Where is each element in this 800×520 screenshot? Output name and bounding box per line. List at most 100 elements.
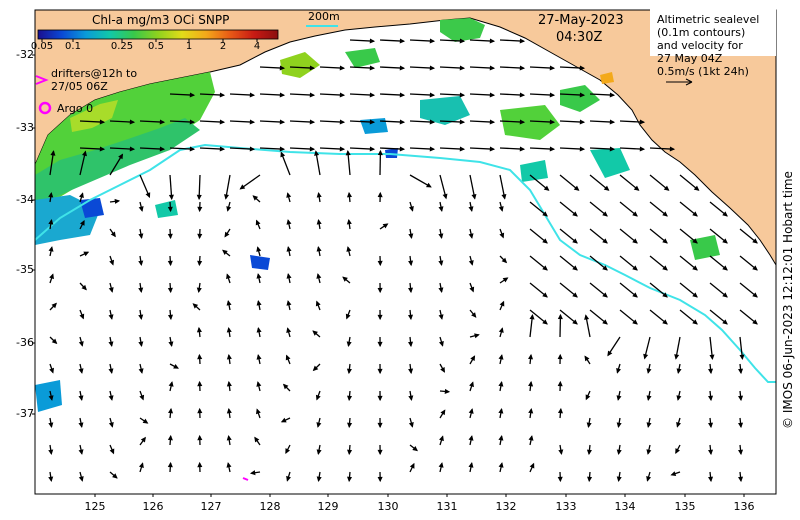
velocity-vector-head bbox=[549, 119, 556, 125]
velocity-vector-head bbox=[222, 249, 228, 255]
velocity-vector-head bbox=[498, 381, 504, 387]
velocity-vector-head bbox=[279, 92, 286, 98]
velocity-vector-head bbox=[633, 185, 640, 191]
velocity-vector-head bbox=[377, 395, 383, 402]
colorbar-tick-label: 0.5 bbox=[148, 41, 164, 52]
velocity-vector-head bbox=[280, 151, 286, 158]
velocity-vector-head bbox=[639, 146, 646, 152]
chlorophyll-patches bbox=[35, 18, 720, 412]
velocity-vector-head bbox=[226, 300, 232, 306]
velocity-vector-head bbox=[739, 354, 745, 361]
velocity-vector-head bbox=[377, 476, 383, 483]
velocity-vector-head bbox=[469, 286, 475, 293]
velocity-vector-head bbox=[662, 211, 668, 217]
velocity-vector-head bbox=[586, 422, 592, 429]
velocity-vector-head bbox=[50, 150, 56, 156]
velocity-vector-head bbox=[609, 92, 616, 98]
velocity-vector-head bbox=[377, 449, 383, 456]
velocity-vector-head bbox=[528, 435, 534, 441]
velocity-vector-head bbox=[377, 287, 383, 294]
velocity-vector-head bbox=[584, 314, 590, 320]
velocity-vector-head bbox=[738, 395, 744, 402]
velocity-vector-head bbox=[722, 319, 728, 325]
velocity-vector-head bbox=[377, 422, 383, 429]
velocity-vector-head bbox=[159, 146, 166, 152]
velocity-vector-head bbox=[572, 211, 578, 217]
velocity-vector-head bbox=[108, 341, 114, 347]
velocity-vector-head bbox=[471, 193, 477, 200]
velocity-vector-head bbox=[438, 314, 444, 320]
velocity-vector-head bbox=[738, 449, 744, 456]
velocity-vector-head bbox=[662, 319, 668, 325]
velocity-vector-head bbox=[587, 476, 593, 483]
velocity-vector-head bbox=[196, 326, 202, 333]
lon-tick-label: 128 bbox=[259, 500, 281, 513]
velocity-vector-head bbox=[219, 92, 226, 98]
velocity-vector-head bbox=[429, 92, 436, 98]
velocity-vector-head bbox=[399, 119, 406, 125]
drifters-legend-line-2: 27/05 06Z bbox=[51, 80, 108, 93]
velocity-vector-head bbox=[676, 395, 682, 401]
velocity-vector-head bbox=[48, 422, 54, 429]
velocity-vector-head bbox=[489, 146, 496, 152]
velocity-vector-head bbox=[557, 407, 563, 414]
velocity-vector-head bbox=[752, 265, 758, 271]
velocity-vector-head bbox=[377, 260, 383, 267]
velocity-vector-head bbox=[407, 314, 414, 321]
velocity-vector-head bbox=[280, 417, 287, 423]
velocity-vector-head bbox=[528, 407, 534, 414]
velocity-vector-head bbox=[377, 314, 383, 321]
velocity-vector-head bbox=[224, 231, 230, 238]
velocity-vector-head bbox=[675, 448, 680, 454]
velocity-vector-head bbox=[139, 394, 145, 401]
velocity-vector-head bbox=[489, 65, 496, 71]
velocity-vector-head bbox=[646, 395, 652, 401]
velocity-vector-head bbox=[692, 265, 698, 271]
velocity-vector-head bbox=[347, 395, 353, 402]
velocity-vector-head bbox=[557, 476, 563, 483]
velocity-vector-head bbox=[167, 314, 174, 321]
velocity-vector-head bbox=[286, 327, 292, 333]
velocity-vector-head bbox=[616, 422, 622, 429]
velocity-vector-head bbox=[408, 341, 414, 348]
velocity-vector-head bbox=[412, 446, 419, 452]
velocity-vector-head bbox=[78, 449, 84, 455]
velocity-vector-head bbox=[409, 462, 415, 469]
velocity-vector-head bbox=[708, 476, 714, 483]
velocity-vector-head bbox=[316, 476, 322, 483]
velocity-vector-head bbox=[722, 292, 728, 298]
velocity-vector-head bbox=[549, 92, 556, 98]
velocity-vector-head bbox=[145, 192, 151, 199]
velocity-vector-head bbox=[499, 300, 505, 307]
velocity-vector-head bbox=[49, 367, 54, 374]
velocity-vector-head bbox=[501, 194, 507, 200]
velocity-vector-head bbox=[114, 198, 121, 204]
velocity-vector-head bbox=[738, 476, 744, 483]
info-line-5: 0.5m/s (1kt 24h) bbox=[657, 65, 749, 78]
velocity-vector-head bbox=[369, 38, 376, 44]
velocity-vector-head bbox=[616, 395, 622, 401]
velocity-vector-head bbox=[108, 368, 114, 374]
lat-tick-label: -37 bbox=[16, 407, 34, 420]
velocity-vector-head bbox=[256, 300, 262, 306]
velocity-vector-head bbox=[346, 246, 352, 252]
velocity-vector-head bbox=[129, 119, 136, 125]
velocity-vector-head bbox=[108, 314, 114, 320]
velocity-vector-head bbox=[408, 287, 414, 294]
lon-tick-label: 125 bbox=[84, 500, 106, 513]
colorbar-tick-label: 0.05 bbox=[30, 41, 54, 52]
velocity-vector-head bbox=[722, 238, 728, 244]
velocity-vector-head bbox=[674, 354, 680, 360]
contour-200m-line bbox=[34, 143, 776, 383]
velocity-vector-head bbox=[382, 223, 389, 229]
longitude-tick-marks bbox=[94, 494, 745, 497]
velocity-vector-head bbox=[196, 194, 202, 201]
latitude-tick-marks bbox=[32, 54, 35, 415]
drifters-legend-line-1: drifters@12h to bbox=[51, 67, 138, 80]
velocity-vector-head bbox=[249, 119, 256, 125]
velocity-vector-head bbox=[399, 146, 406, 152]
velocity-vector-head bbox=[572, 238, 578, 244]
lat-tick-label: -34 bbox=[16, 193, 34, 206]
velocity-vector-head bbox=[138, 368, 144, 374]
velocity-vector-head bbox=[192, 303, 199, 309]
